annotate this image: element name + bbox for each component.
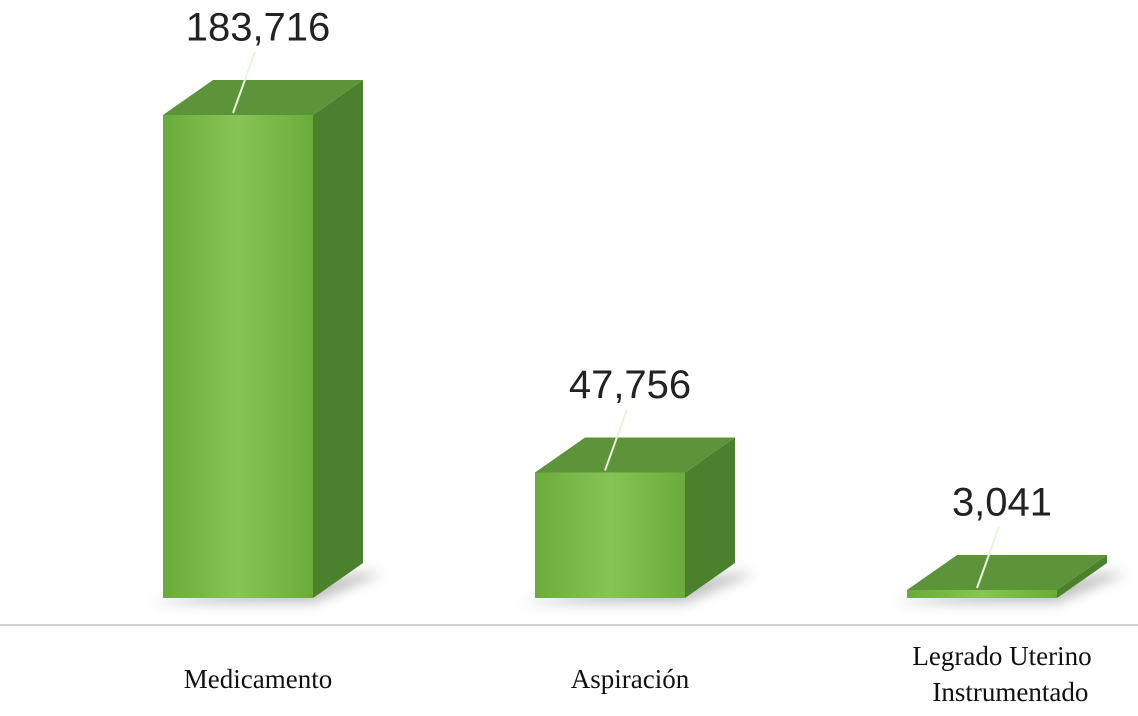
bar-side [313,80,363,598]
bar [163,80,363,598]
bar [535,437,735,598]
bar [907,555,1107,598]
x-tick-label: Aspiración [571,664,690,694]
value-label: 47,756 [569,363,691,407]
bar-side [685,437,735,598]
leader-line [976,526,1000,589]
x-tick-label: Legrado Uterino Instrumentado [912,641,1091,707]
x-tick-label: Medicamento [184,664,332,694]
value-label: 3,041 [952,481,1052,525]
bar-front [163,115,313,598]
bar-top [907,555,1107,591]
bar-front [535,472,685,598]
leader-line [232,51,256,114]
leader-line [604,409,628,471]
bar-side [1057,555,1107,598]
bar-top [535,437,735,473]
value-label: 183,716 [186,6,331,50]
bar-top [163,80,363,115]
bar-front [907,590,1057,598]
